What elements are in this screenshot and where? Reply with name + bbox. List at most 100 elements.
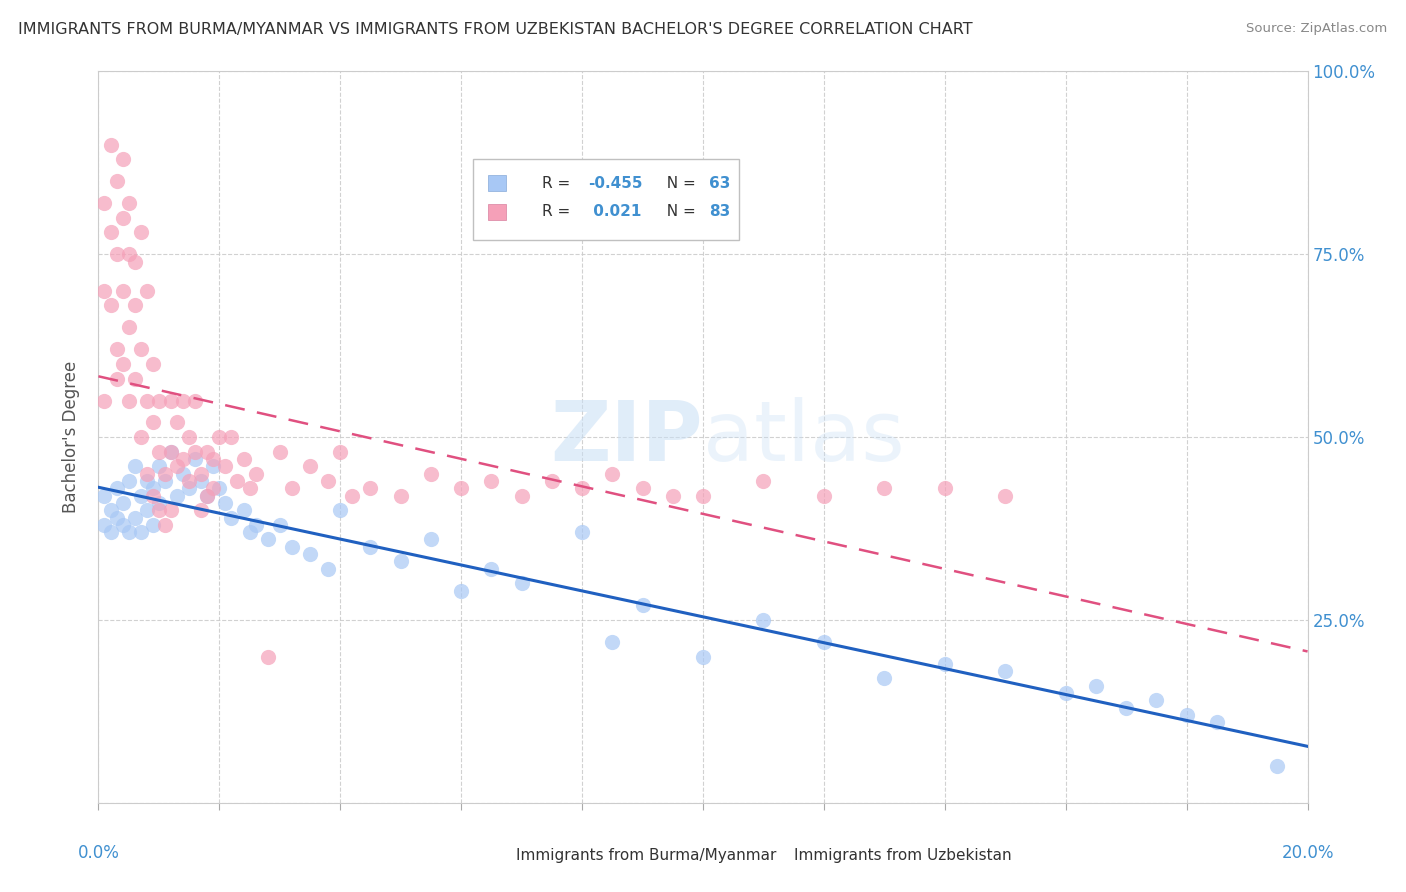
Point <box>389 489 412 503</box>
Point <box>135 284 157 298</box>
Point <box>221 430 243 444</box>
Point <box>124 371 146 385</box>
Point <box>135 467 157 481</box>
Point <box>540 474 562 488</box>
Point <box>1175 708 1198 723</box>
Point <box>245 517 267 532</box>
Point <box>153 467 176 481</box>
Point <box>299 547 322 561</box>
Point <box>100 525 122 540</box>
Text: N =: N = <box>657 204 700 219</box>
Point <box>450 583 472 598</box>
Text: 20.0%: 20.0% <box>1281 845 1334 863</box>
Point <box>752 613 775 627</box>
Point <box>129 525 152 540</box>
Text: Immigrants from Burma/Myanmar: Immigrants from Burma/Myanmar <box>516 848 776 863</box>
Point <box>148 444 170 458</box>
Point <box>124 254 146 268</box>
Point <box>195 444 218 458</box>
Point <box>269 517 291 532</box>
Point <box>105 247 128 261</box>
Point <box>118 393 141 408</box>
Point <box>142 489 165 503</box>
Point <box>153 517 176 532</box>
Point <box>160 503 183 517</box>
Point <box>214 459 236 474</box>
Point <box>166 416 188 430</box>
Point <box>232 452 254 467</box>
Point <box>93 517 115 532</box>
Point <box>142 517 165 532</box>
Point <box>135 474 157 488</box>
Point <box>118 320 141 334</box>
Point <box>148 459 170 474</box>
Text: atlas: atlas <box>703 397 904 477</box>
Point <box>208 430 231 444</box>
Point <box>195 489 218 503</box>
Point <box>214 496 236 510</box>
Point <box>221 510 243 524</box>
Point <box>142 481 165 495</box>
Text: Source: ZipAtlas.com: Source: ZipAtlas.com <box>1247 22 1388 36</box>
Text: IMMIGRANTS FROM BURMA/MYANMAR VS IMMIGRANTS FROM UZBEKISTAN BACHELOR'S DEGREE CO: IMMIGRANTS FROM BURMA/MYANMAR VS IMMIGRA… <box>18 22 973 37</box>
Point <box>148 393 170 408</box>
Point <box>1115 700 1137 714</box>
Point <box>172 393 194 408</box>
Point <box>202 459 225 474</box>
Point <box>256 533 278 547</box>
Point <box>873 481 896 495</box>
Point <box>172 467 194 481</box>
FancyBboxPatch shape <box>488 175 506 191</box>
Point <box>135 393 157 408</box>
Point <box>166 459 188 474</box>
Point <box>342 489 364 503</box>
Point <box>111 496 134 510</box>
Point <box>571 525 593 540</box>
Point <box>160 444 183 458</box>
Point <box>166 489 188 503</box>
Point <box>184 393 207 408</box>
Text: Immigrants from Uzbekistan: Immigrants from Uzbekistan <box>794 848 1011 863</box>
Point <box>124 298 146 312</box>
Point <box>111 211 134 225</box>
Point <box>100 298 122 312</box>
Point <box>316 562 339 576</box>
Point <box>105 371 128 385</box>
Point <box>281 481 304 495</box>
Point <box>179 481 201 495</box>
Point <box>813 489 835 503</box>
Point <box>873 672 896 686</box>
Point <box>420 533 443 547</box>
Point <box>148 496 170 510</box>
Point <box>179 430 201 444</box>
Point <box>232 503 254 517</box>
Point <box>142 416 165 430</box>
Point <box>202 481 225 495</box>
Point <box>813 635 835 649</box>
Point <box>190 474 212 488</box>
Point <box>692 489 714 503</box>
Point <box>202 452 225 467</box>
Point <box>105 481 128 495</box>
Y-axis label: Bachelor's Degree: Bachelor's Degree <box>62 361 80 513</box>
Point <box>100 137 122 152</box>
Point <box>93 284 115 298</box>
Point <box>329 503 352 517</box>
Point <box>118 247 141 261</box>
Text: 0.021: 0.021 <box>588 204 641 219</box>
Point <box>111 517 134 532</box>
Point <box>692 649 714 664</box>
Point <box>571 481 593 495</box>
Point <box>239 481 262 495</box>
Point <box>105 510 128 524</box>
Point <box>129 430 152 444</box>
Text: R =: R = <box>543 176 575 191</box>
Point <box>160 393 183 408</box>
Point <box>105 343 128 357</box>
Point <box>93 196 115 211</box>
Point <box>1267 759 1289 773</box>
Point <box>281 540 304 554</box>
Point <box>994 664 1017 678</box>
Point <box>184 444 207 458</box>
Point <box>105 174 128 188</box>
